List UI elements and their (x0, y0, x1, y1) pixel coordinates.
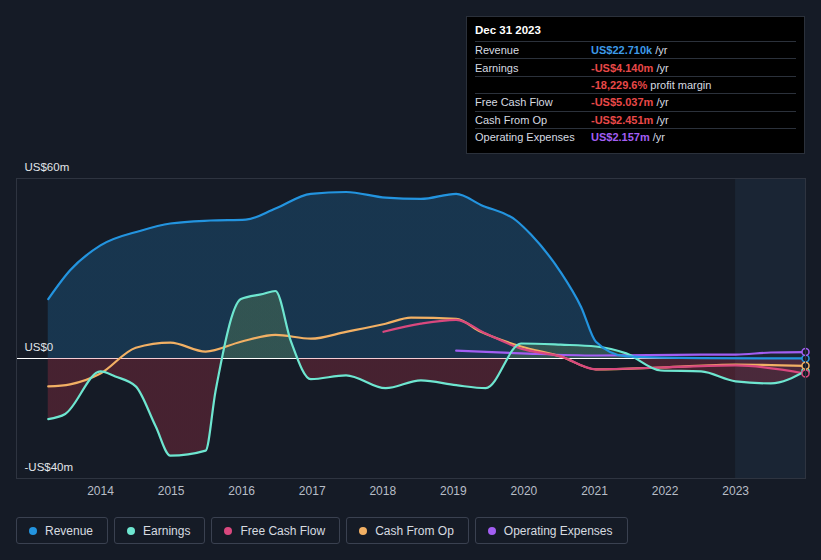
html-text:Revenue: Revenue (475, 44, 519, 57)
svg-text:2018: 2018 (369, 484, 396, 498)
html-text:Operating Expenses: Operating Expenses (503, 523, 613, 538)
html-text:Earnings: Earnings (143, 523, 191, 538)
svg-text:2023: 2023 (722, 484, 749, 498)
svg-text:2019: 2019 (440, 484, 467, 498)
html-text:-US$2.451m /yr: -US$2.451m /yr (591, 113, 669, 126)
html-text:Cash From Op: Cash From Op (375, 523, 454, 538)
svg-text:2016: 2016 (228, 484, 255, 498)
html-text:Earnings: Earnings (475, 61, 519, 74)
svg-text:2014: 2014 (87, 484, 114, 498)
svg-text:2022: 2022 (652, 484, 679, 498)
svg-text:US$60m: US$60m (25, 161, 70, 173)
html-text:US$22.710k /yr: US$22.710k /yr (591, 44, 668, 57)
html-text:US$2.157m /yr: US$2.157m /yr (591, 131, 665, 144)
html-text:-US$4.140m /yr: -US$4.140m /yr (591, 61, 669, 74)
html-text:Free Cash Flow: Free Cash Flow (475, 96, 553, 109)
svg-text:US$0: US$0 (25, 341, 54, 353)
svg-text:2015: 2015 (158, 484, 185, 498)
svg-text:-US$40m: -US$40m (25, 461, 74, 473)
html-text:Revenue: Revenue (45, 523, 93, 538)
html-text:Cash From Op: Cash From Op (475, 113, 548, 126)
html-text:-18,229.6% profit margin: -18,229.6% profit margin (591, 79, 712, 91)
html-text:-US$5.037m /yr: -US$5.037m /yr (591, 96, 669, 109)
svg-text:2020: 2020 (511, 484, 538, 498)
html-text:Dec 31 2023: Dec 31 2023 (475, 24, 541, 36)
svg-text:2021: 2021 (581, 484, 608, 498)
html-text:Free Cash Flow: Free Cash Flow (240, 523, 326, 538)
svg-text:2017: 2017 (299, 484, 326, 498)
html-text:Operating Expenses: Operating Expenses (475, 131, 575, 144)
